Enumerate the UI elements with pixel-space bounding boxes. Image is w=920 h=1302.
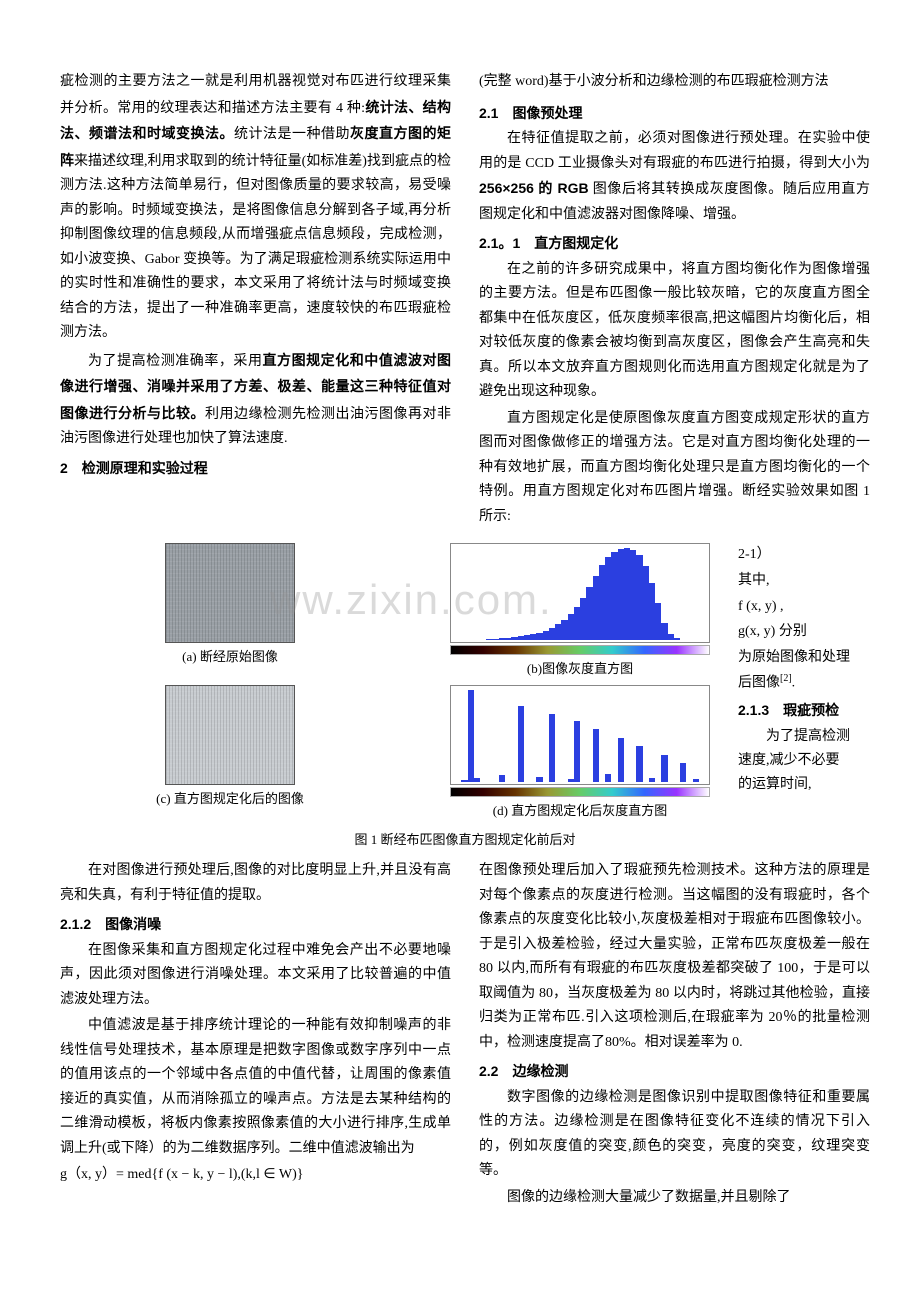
equation: g（x, y）= med{f (x − k, y − l),(k,l ∈ W)}	[60, 1163, 451, 1188]
side-notes: 2-1） 其中, f (x, y) , g(x, y) 分别 为原始图像和处理后…	[730, 543, 850, 799]
fig-caption: (a) 断经原始图像	[90, 646, 370, 669]
header-note: (完整 word)基于小波分析和边缘检测的布匹瑕疵检测方法	[479, 70, 870, 95]
top-left-col: 疵检测的主要方法之一就是利用机器视觉对布匹进行纹理采集并分析。常用的纹理表达和描…	[60, 70, 451, 531]
fig-a: (a) 断经原始图像	[90, 543, 370, 681]
para: 为了提高检测准确率，采用直方图规定化和中值滤波对图像进行增强、消噪并采用了方差、…	[60, 348, 451, 452]
top-right-col: (完整 word)基于小波分析和边缘检测的布匹瑕疵检测方法 2.1 图像预处理 …	[479, 70, 870, 531]
side-text: 为原始图像和处理后图像[2].	[738, 646, 850, 695]
fig-caption: (d) 直方图规定化后灰度直方图	[430, 800, 730, 823]
para: 在图像采集和直方图规定化过程中难免会产出不必要地噪声，因此须对图像进行消噪处理。…	[60, 939, 451, 1013]
para: 图像的边缘检测大量减少了数据量,并且剔除了	[479, 1186, 870, 1211]
histogram	[450, 685, 710, 785]
para: 疵检测的主要方法之一就是利用机器视觉对布匹进行纹理采集并分析。常用的纹理表达和描…	[60, 70, 451, 346]
fig-caption: (b)图像灰度直方图	[430, 658, 730, 681]
para: 在特征值提取之前，必须对图像进行预处理。在实验中使用的是 CCD 工业摄像头对有…	[479, 127, 870, 227]
heading-21: 2.1 图像预处理	[479, 101, 870, 126]
side-text: f (x, y) ,	[738, 595, 850, 619]
fig-c: (c) 直方图规定化后的图像	[90, 685, 370, 823]
bottom-left-col: 在对图像进行预处理后,图像的对比度明显上升,并且没有高亮和失真，有利于特征值的提…	[60, 859, 451, 1212]
bottom-columns: 在对图像进行预处理后,图像的对比度明显上升,并且没有高亮和失真，有利于特征值的提…	[60, 859, 870, 1212]
figure-1: ww.zixin.com. (a) 断经原始图像 (b)图像灰度直方图 (c) …	[60, 543, 870, 851]
para: 数字图像的边缘检测是图像识别中提取图像特征和重要属性的方法。边缘检测是在图像特征…	[479, 1086, 870, 1184]
heading-2: 2 检测原理和实验过程	[60, 456, 451, 481]
fig-caption: (c) 直方图规定化后的图像	[90, 788, 370, 811]
fig-d: (d) 直方图规定化后灰度直方图	[430, 685, 730, 823]
heading-212: 2.1.2 图像消噪	[60, 912, 451, 937]
colorbar	[450, 645, 710, 655]
histogram	[450, 543, 710, 643]
colorbar	[450, 787, 710, 797]
heading-213: 2.1.3 瑕疵预检	[738, 699, 850, 723]
side-text: 其中,	[738, 569, 850, 593]
fig-b: (b)图像灰度直方图	[430, 543, 730, 681]
figure-grid: (a) 断经原始图像 (b)图像灰度直方图 (c) 直方图规定化后的图像 (d)…	[90, 543, 730, 823]
bottom-right-col: 在图像预处理后加入了瑕疵预先检测技术。这种方法的原理是对每个像素点的灰度进行检测…	[479, 859, 870, 1212]
para: 在图像预处理后加入了瑕疵预先检测技术。这种方法的原理是对每个像素点的灰度进行检测…	[479, 859, 870, 1055]
fabric-image	[165, 543, 295, 643]
para: 在对图像进行预处理后,图像的对比度明显上升,并且没有高亮和失真，有利于特征值的提…	[60, 859, 451, 908]
side-text: g(x, y) 分别	[738, 620, 850, 644]
top-columns: 疵检测的主要方法之一就是利用机器视觉对布匹进行纹理采集并分析。常用的纹理表达和描…	[60, 70, 870, 531]
para: 中值滤波是基于排序统计理论的一种能有效抑制噪声的非线性信号处理技术，基本原理是把…	[60, 1014, 451, 1161]
figure-title: 图 1 断经布匹图像直方图规定化前后对	[60, 829, 870, 852]
fabric-image	[165, 685, 295, 785]
side-text: 2-1）	[738, 543, 850, 567]
side-text: 为了提高检测速度,减少不必要的运算时间,	[738, 725, 850, 796]
para: 直方图规定化是使原图像灰度直方图变成规定形状的直方图而对图像做修正的增强方法。它…	[479, 407, 870, 530]
heading-211: 2.1。1 直方图规定化	[479, 231, 870, 256]
heading-22: 2.2 边缘检测	[479, 1059, 870, 1084]
para: 在之前的许多研究成果中，将直方图均衡化作为图像增强的主要方法。但是布匹图像一般比…	[479, 258, 870, 405]
